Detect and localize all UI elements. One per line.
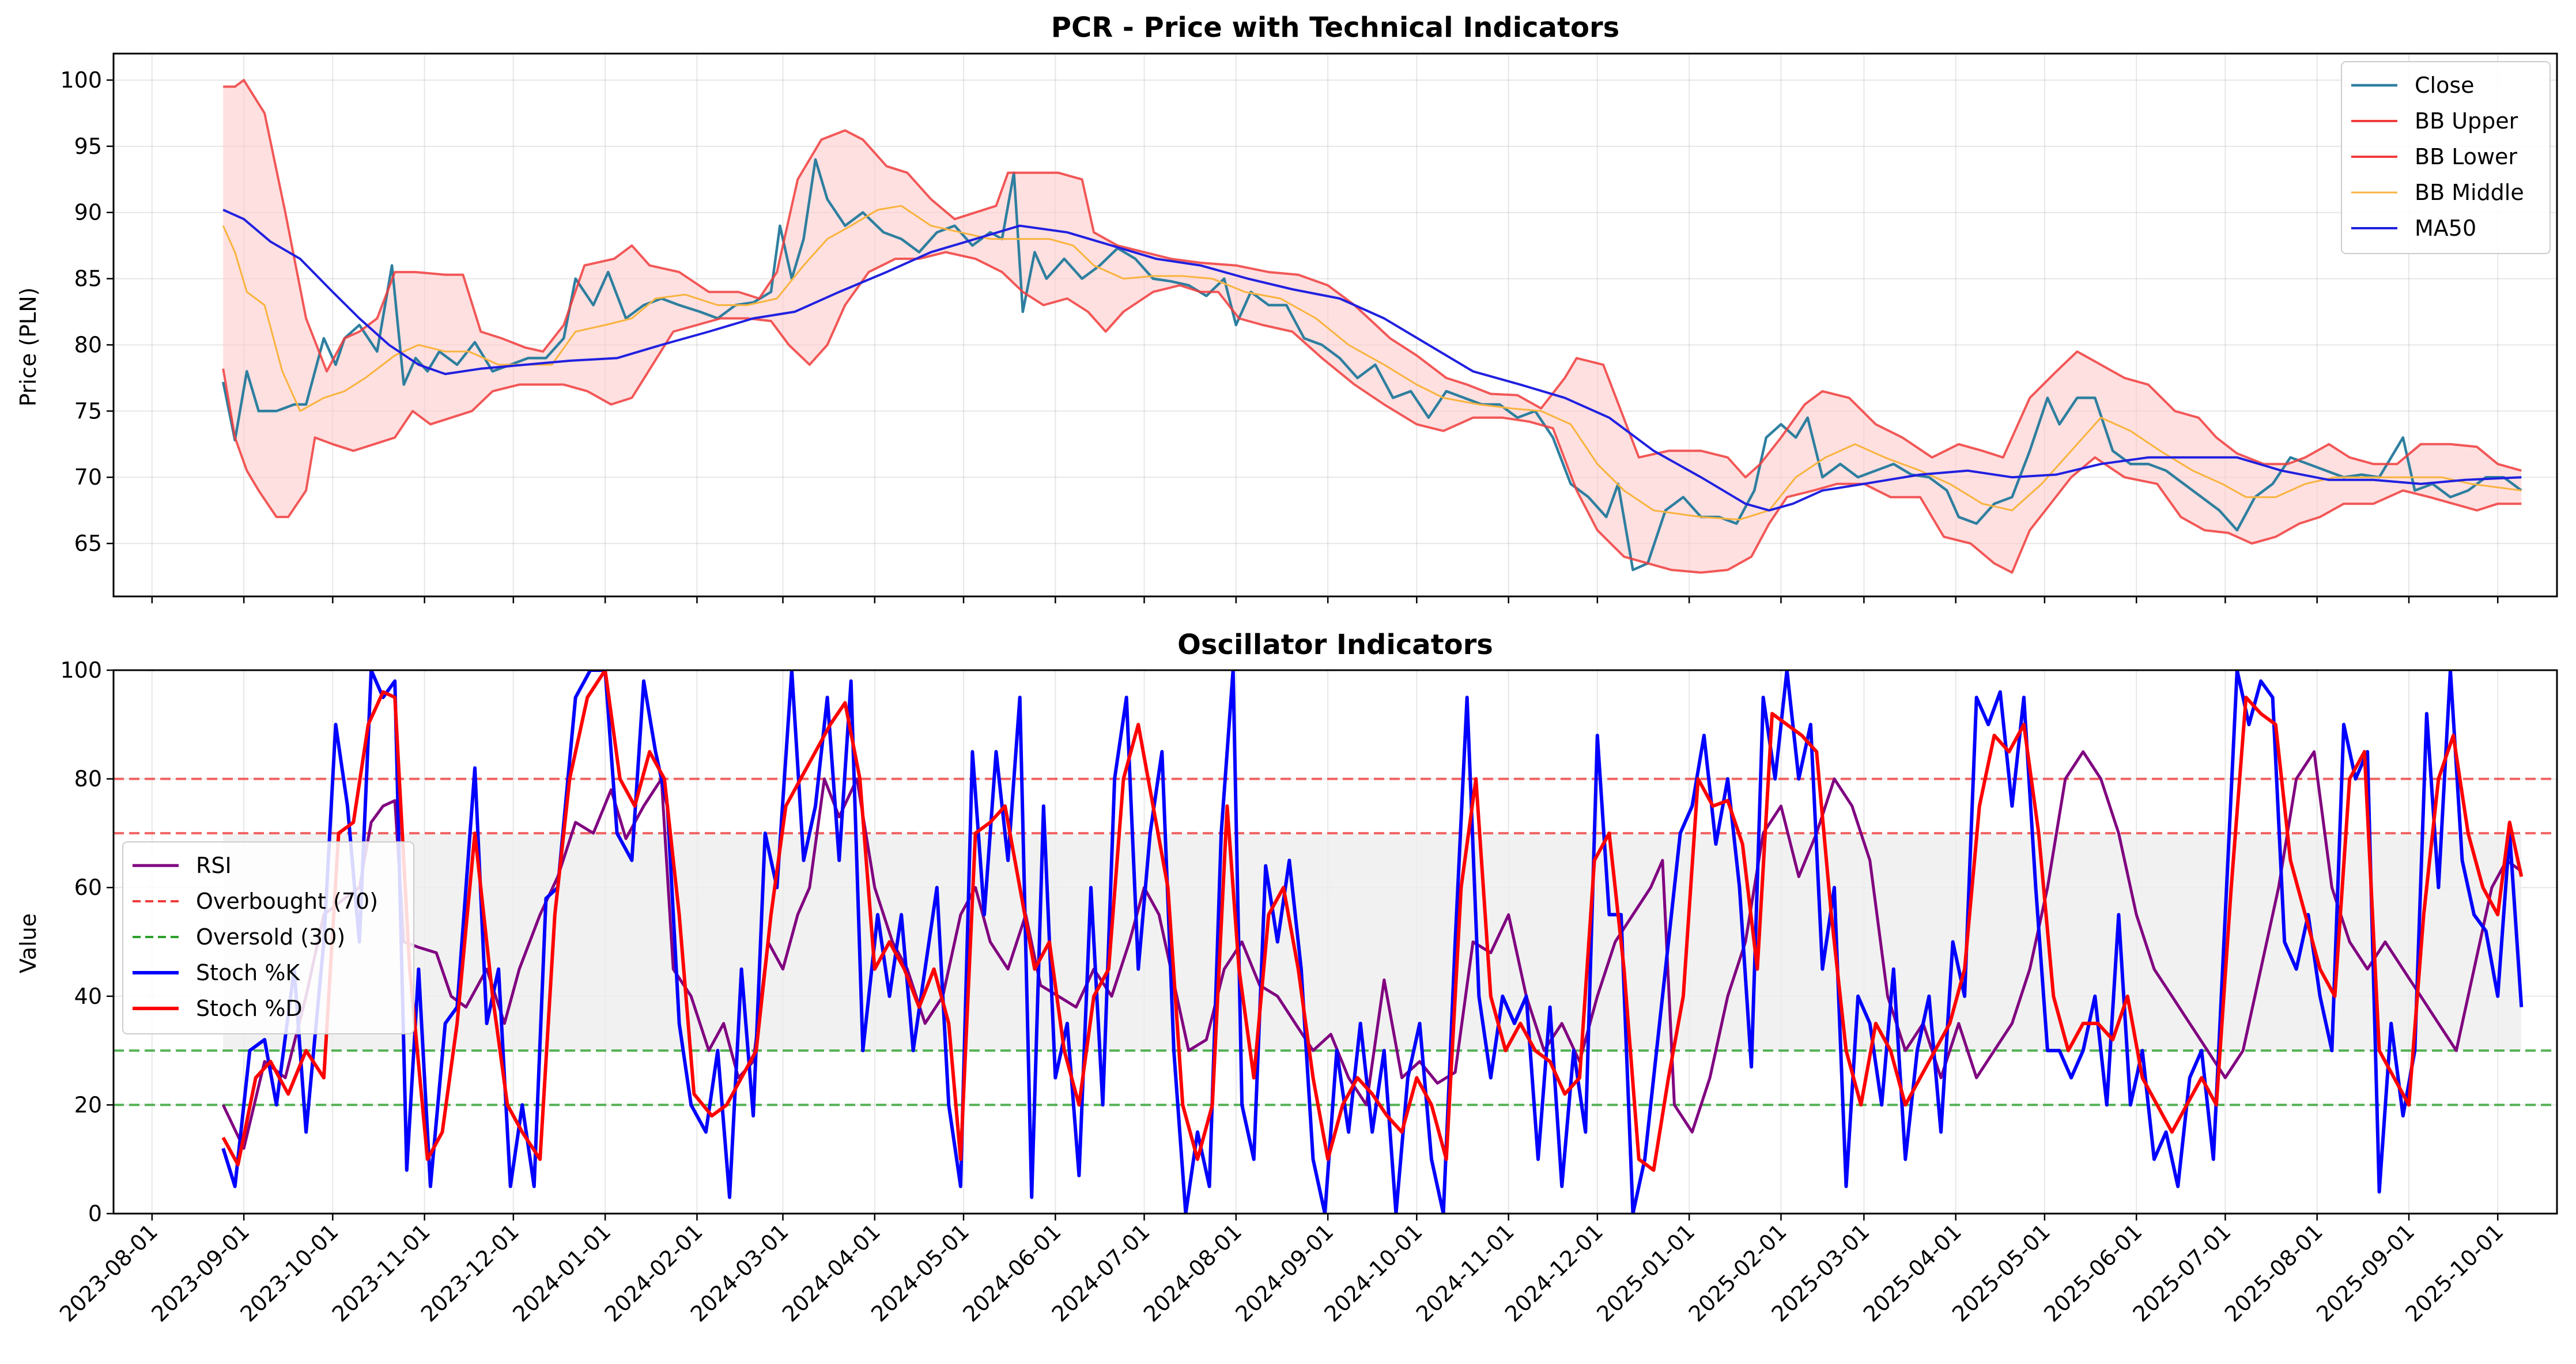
series-line-bb-middle (222, 205, 2522, 521)
legend-label: Oversold (30) (196, 924, 345, 950)
y-tick-label: 100 (60, 658, 102, 683)
y-tick-label: 20 (74, 1092, 102, 1117)
price-chart-title: PCR - Price with Technical Indicators (1051, 12, 1619, 44)
y-tick-label: 80 (74, 332, 102, 357)
y-tick-label: 65 (74, 531, 102, 556)
legend-label: RSI (196, 853, 232, 878)
y-tick-label: 70 (74, 464, 102, 490)
oscillator-plot-area: 0 20 40 60 80 100 (60, 658, 2557, 1226)
series-line-ma50 (222, 209, 2522, 512)
bollinger-band-fill (223, 80, 2522, 573)
legend-label: BB Upper (2415, 108, 2518, 134)
oscillator-legend: RSI Overbought (70) Oversold (30) Stoch %K S… (122, 841, 414, 1034)
series-line-rsi (221, 750, 2522, 1150)
y-tick-label: 95 (74, 134, 102, 159)
legend-label: BB Middle (2415, 180, 2524, 205)
oscillator-y-axis-label: Value (16, 913, 41, 973)
legend-label: Stoch %K (196, 960, 300, 985)
legend-label: BB Lower (2415, 144, 2517, 169)
price-y-axis-label: Price (PLN) (16, 288, 41, 407)
oscillator-plot-frame (112, 669, 2558, 1215)
legend-label: Close (2415, 73, 2475, 98)
price-legend: Close BB Upper BB Lower BB Middle MA50 (2341, 61, 2551, 254)
price-plot-area: 65 70 75 80 85 90 95 100 (60, 54, 2557, 603)
y-tick-label: 40 (74, 984, 102, 1009)
series-line-bb-upper (223, 79, 2522, 479)
legend-label: Overbought (70) (196, 889, 378, 914)
oscillator-chart-title: Oscillator Indicators (1177, 629, 1493, 661)
y-tick-label: 60 (74, 875, 102, 900)
legend-label: Stoch %D (196, 996, 303, 1021)
y-tick-label: 80 (74, 766, 102, 792)
neutral-zone-band (223, 833, 2522, 1051)
series-line-stoch-d (221, 670, 2524, 1172)
y-tick-label: 100 (60, 67, 102, 93)
y-tick-label: 75 (74, 398, 102, 424)
y-tick-label: 0 (88, 1201, 102, 1226)
y-tick-label: 90 (74, 200, 102, 225)
y-tick-label: 85 (74, 266, 102, 292)
legend-label: MA50 (2415, 216, 2476, 241)
price-plot-frame (112, 52, 2558, 598)
